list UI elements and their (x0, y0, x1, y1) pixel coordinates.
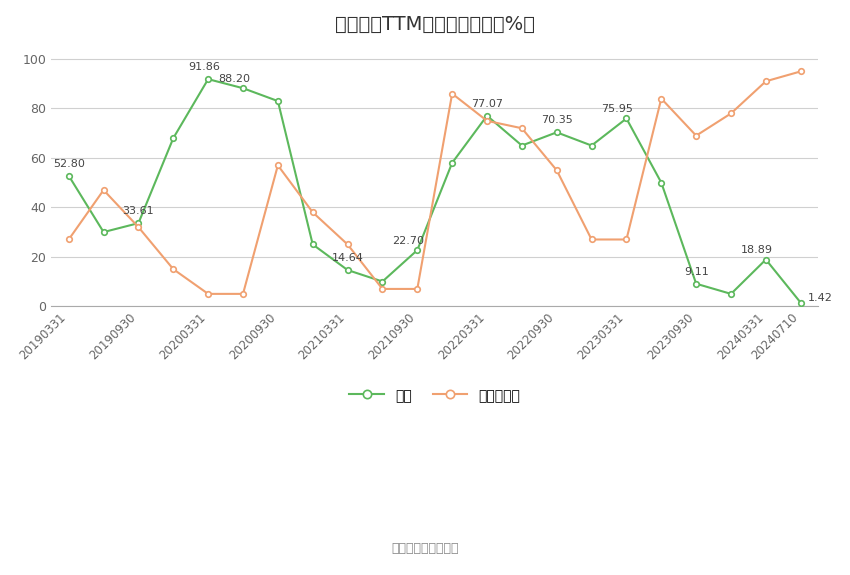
Text: 70.35: 70.35 (541, 116, 573, 125)
Line: 行业中位数: 行业中位数 (66, 68, 803, 297)
行业中位数 (796, 68, 806, 75)
行业中位数 (308, 209, 318, 216)
公司 (203, 76, 213, 83)
行业中位数 (377, 285, 388, 292)
Text: 75.95: 75.95 (602, 104, 633, 114)
公司 (99, 229, 109, 236)
公司 (517, 142, 527, 149)
行业中位数 (761, 78, 771, 85)
公司 (273, 98, 283, 105)
行业中位数 (99, 187, 109, 194)
行业中位数 (621, 236, 632, 243)
公司 (726, 290, 736, 297)
行业中位数 (656, 95, 666, 102)
Text: 52.80: 52.80 (53, 159, 85, 169)
公司 (796, 299, 806, 306)
Line: 公司: 公司 (66, 76, 803, 305)
行业中位数 (412, 285, 422, 292)
公司 (64, 172, 74, 179)
行业中位数 (64, 236, 74, 243)
行业中位数 (517, 125, 527, 132)
行业中位数 (273, 162, 283, 169)
行业中位数 (133, 224, 144, 231)
公司 (343, 267, 353, 274)
Text: 77.07: 77.07 (471, 99, 503, 109)
Legend: 公司, 行业中位数: 公司, 行业中位数 (343, 383, 526, 408)
行业中位数 (552, 167, 562, 174)
公司 (447, 159, 457, 166)
Text: 数据来源：恒生聚源: 数据来源：恒生聚源 (391, 542, 459, 555)
行业中位数 (447, 90, 457, 97)
Text: 18.89: 18.89 (741, 246, 773, 255)
行业中位数 (168, 266, 178, 273)
Text: 22.70: 22.70 (392, 236, 424, 246)
Title: 市净率（TTM）历史百分位（%）: 市净率（TTM）历史百分位（%） (335, 15, 535, 34)
行业中位数 (343, 241, 353, 248)
行业中位数 (482, 117, 492, 124)
Text: 88.20: 88.20 (218, 74, 250, 84)
公司 (482, 112, 492, 119)
行业中位数 (238, 290, 248, 297)
公司 (377, 278, 388, 285)
Text: 9.11: 9.11 (683, 267, 709, 277)
Text: 33.61: 33.61 (122, 206, 154, 216)
公司 (691, 280, 701, 287)
行业中位数 (203, 290, 213, 297)
公司 (168, 135, 178, 141)
公司 (656, 179, 666, 186)
Text: 91.86: 91.86 (188, 62, 220, 72)
行业中位数 (586, 236, 597, 243)
公司 (133, 220, 144, 227)
行业中位数 (691, 132, 701, 139)
公司 (308, 241, 318, 248)
公司 (238, 85, 248, 91)
Text: 1.42: 1.42 (808, 293, 832, 302)
公司 (586, 142, 597, 149)
公司 (621, 115, 632, 122)
公司 (761, 256, 771, 263)
行业中位数 (726, 110, 736, 117)
公司 (412, 247, 422, 254)
Text: 14.64: 14.64 (332, 253, 364, 263)
公司 (552, 129, 562, 136)
